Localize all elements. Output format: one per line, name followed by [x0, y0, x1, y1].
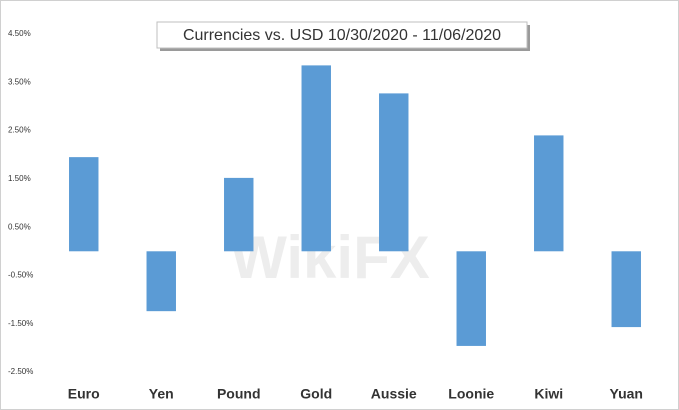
x-tick-label: Kiwi: [534, 386, 563, 402]
y-tick-label: 4.50%: [8, 29, 31, 38]
x-tick-label: Yen: [149, 386, 174, 402]
y-tick-label: 1.50%: [8, 174, 31, 183]
bar: [224, 177, 254, 252]
y-tick-label: -1.50%: [8, 319, 33, 328]
bar: [146, 251, 176, 312]
bar: [456, 251, 486, 346]
y-tick-label: 3.50%: [8, 77, 31, 86]
x-tick-label: Pound: [217, 386, 261, 402]
y-tick-label: -2.50%: [8, 367, 33, 376]
y-tick-label: -0.50%: [8, 271, 33, 280]
bar: [611, 251, 641, 328]
x-tick-label: Gold: [300, 386, 332, 402]
x-tick-label: Yuan: [610, 386, 643, 402]
chart-title: Currencies vs. USD 10/30/2020 - 11/06/20…: [183, 27, 501, 44]
bar: [69, 157, 99, 252]
title-box: [156, 21, 528, 49]
y-tick-label: 2.50%: [8, 126, 31, 135]
x-tick-label: Aussie: [371, 386, 417, 402]
bar: [379, 93, 409, 252]
y-tick-label: 0.50%: [8, 222, 31, 231]
x-tick-label: Loonie: [448, 386, 494, 402]
bar: [301, 65, 331, 252]
bar: [534, 135, 564, 252]
x-tick-label: Euro: [68, 386, 100, 402]
